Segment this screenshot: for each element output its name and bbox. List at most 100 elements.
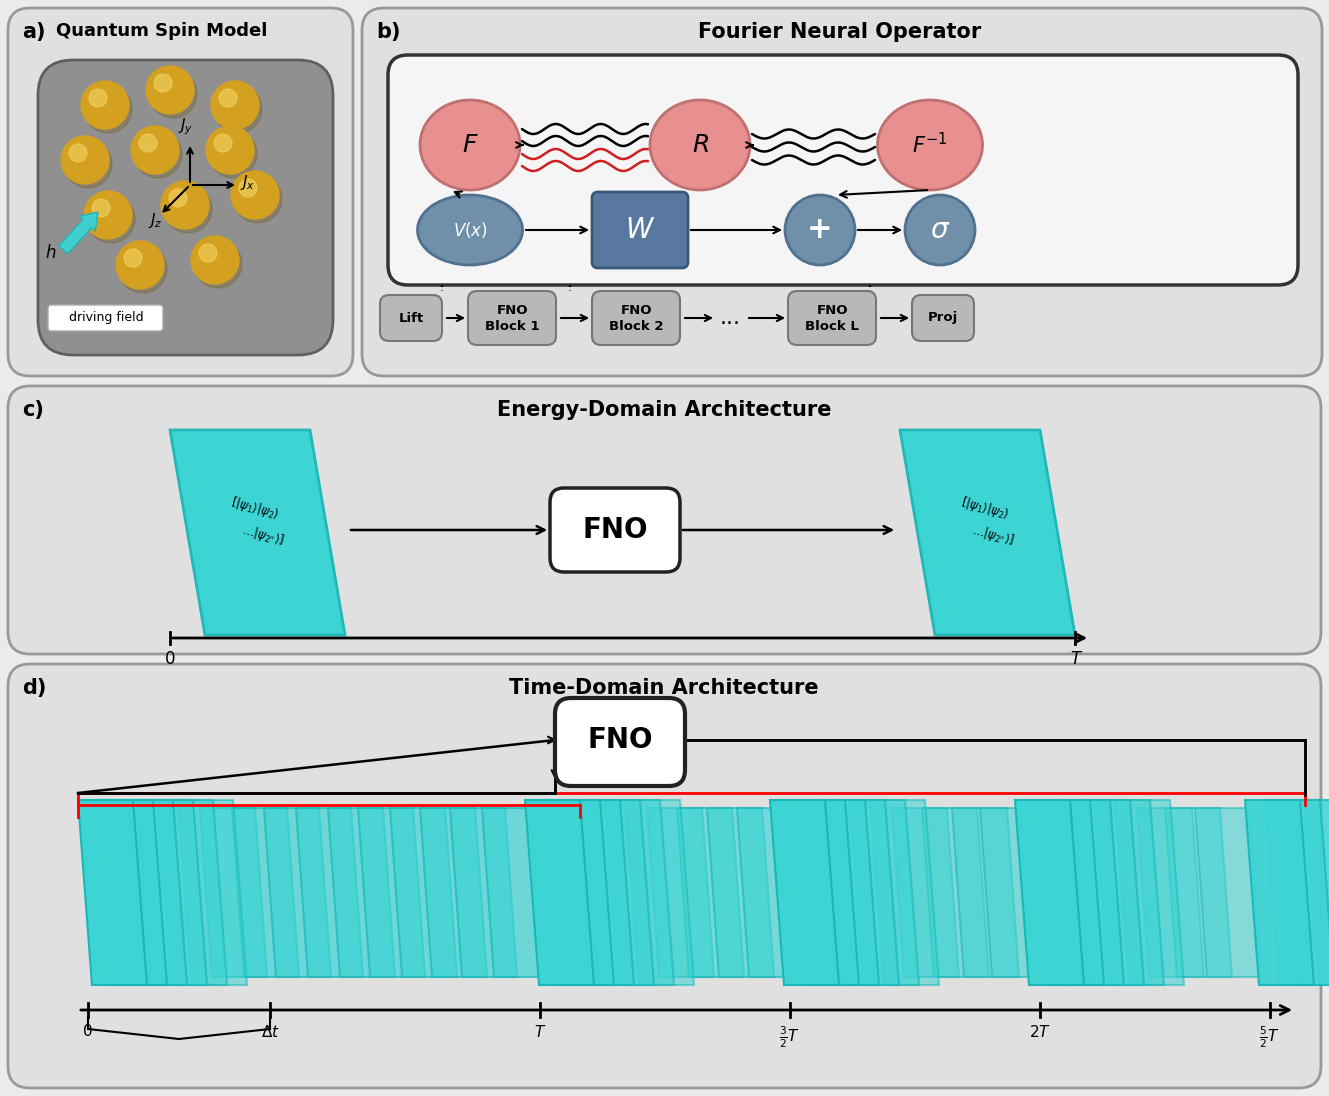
Text: Proj: Proj <box>928 311 958 324</box>
Circle shape <box>149 70 197 118</box>
Polygon shape <box>118 800 187 985</box>
Polygon shape <box>809 800 878 985</box>
Circle shape <box>146 66 194 114</box>
Circle shape <box>86 195 136 243</box>
Polygon shape <box>1075 800 1144 985</box>
Text: FNO
Block 1: FNO Block 1 <box>485 304 540 332</box>
Ellipse shape <box>417 195 522 265</box>
Text: $\frac{3}{2}T$: $\frac{3}{2}T$ <box>780 1024 800 1050</box>
Text: $F$: $F$ <box>461 133 478 157</box>
Text: $W$: $W$ <box>625 216 655 244</box>
Polygon shape <box>78 800 148 985</box>
Polygon shape <box>585 800 654 985</box>
Circle shape <box>154 75 171 92</box>
Polygon shape <box>545 800 614 985</box>
Text: Quantum Spin Model: Quantum Spin Model <box>56 22 267 39</box>
Circle shape <box>89 89 108 107</box>
Circle shape <box>84 85 132 133</box>
FancyBboxPatch shape <box>912 295 974 341</box>
Text: d): d) <box>23 678 47 698</box>
Circle shape <box>231 171 279 219</box>
Text: FNO: FNO <box>587 726 653 754</box>
Text: $[|\psi_1\rangle|\psi_2\rangle$: $[|\psi_1\rangle|\psi_2\rangle$ <box>960 493 1011 523</box>
Ellipse shape <box>420 100 520 190</box>
FancyBboxPatch shape <box>48 305 163 331</box>
Circle shape <box>191 236 239 284</box>
Circle shape <box>163 185 213 233</box>
Polygon shape <box>1265 800 1329 985</box>
FancyBboxPatch shape <box>591 192 688 269</box>
Circle shape <box>64 140 112 189</box>
Text: $J_y$: $J_y$ <box>178 116 194 137</box>
Text: $\Delta t$: $\Delta t$ <box>260 1024 279 1040</box>
Polygon shape <box>296 808 363 977</box>
Text: Energy-Domain Architecture: Energy-Domain Architecture <box>497 400 831 420</box>
Polygon shape <box>1195 808 1263 977</box>
Polygon shape <box>178 800 247 985</box>
Polygon shape <box>1305 800 1329 985</box>
Text: $F^{-1}$: $F^{-1}$ <box>912 133 948 158</box>
FancyBboxPatch shape <box>39 60 334 355</box>
Polygon shape <box>482 808 549 977</box>
FancyBboxPatch shape <box>8 8 354 376</box>
Polygon shape <box>900 430 1075 635</box>
Polygon shape <box>158 800 227 985</box>
Polygon shape <box>851 800 918 985</box>
Text: $2T$: $2T$ <box>1029 1024 1051 1040</box>
Circle shape <box>84 191 132 239</box>
Polygon shape <box>199 808 267 977</box>
Text: $J_x$: $J_x$ <box>241 173 255 192</box>
Polygon shape <box>707 808 773 977</box>
Circle shape <box>199 244 217 262</box>
Polygon shape <box>870 800 940 985</box>
Polygon shape <box>98 800 167 985</box>
Circle shape <box>209 130 256 178</box>
Circle shape <box>169 189 187 207</box>
Polygon shape <box>979 808 1047 977</box>
Text: h: h <box>45 244 56 262</box>
Circle shape <box>69 144 86 162</box>
Polygon shape <box>1115 800 1184 985</box>
Polygon shape <box>647 808 714 977</box>
Circle shape <box>214 134 233 152</box>
FancyBboxPatch shape <box>388 55 1298 285</box>
Circle shape <box>239 179 256 197</box>
Circle shape <box>124 249 142 267</box>
Polygon shape <box>922 808 989 977</box>
Ellipse shape <box>877 100 982 190</box>
FancyBboxPatch shape <box>380 295 443 341</box>
Text: +: + <box>807 216 833 244</box>
Text: FNO: FNO <box>582 516 647 544</box>
Polygon shape <box>892 808 960 977</box>
Polygon shape <box>1095 800 1164 985</box>
Circle shape <box>214 85 262 133</box>
Polygon shape <box>831 800 898 985</box>
Circle shape <box>905 195 975 265</box>
Polygon shape <box>676 808 744 977</box>
Circle shape <box>140 134 157 152</box>
Circle shape <box>81 81 129 129</box>
Circle shape <box>120 246 167 293</box>
Polygon shape <box>1245 800 1314 985</box>
Text: $\ldots |\psi_{2^n}\rangle]$: $\ldots |\psi_{2^n}\rangle]$ <box>241 522 286 549</box>
Polygon shape <box>420 808 486 977</box>
Text: FNO
Block L: FNO Block L <box>805 304 859 332</box>
Text: $J_z$: $J_z$ <box>148 212 162 230</box>
Polygon shape <box>1055 800 1124 985</box>
Polygon shape <box>138 800 207 985</box>
Circle shape <box>194 240 242 288</box>
FancyBboxPatch shape <box>8 664 1321 1088</box>
Text: 0: 0 <box>84 1024 93 1039</box>
Polygon shape <box>328 808 395 977</box>
FancyBboxPatch shape <box>468 292 556 345</box>
Polygon shape <box>789 800 859 985</box>
Text: b): b) <box>376 22 400 42</box>
Polygon shape <box>1035 800 1104 985</box>
Circle shape <box>161 181 209 229</box>
Polygon shape <box>625 800 694 985</box>
Polygon shape <box>1138 808 1204 977</box>
Polygon shape <box>233 808 299 977</box>
FancyBboxPatch shape <box>550 488 680 572</box>
Polygon shape <box>1166 808 1232 977</box>
Text: $T$: $T$ <box>534 1024 546 1040</box>
